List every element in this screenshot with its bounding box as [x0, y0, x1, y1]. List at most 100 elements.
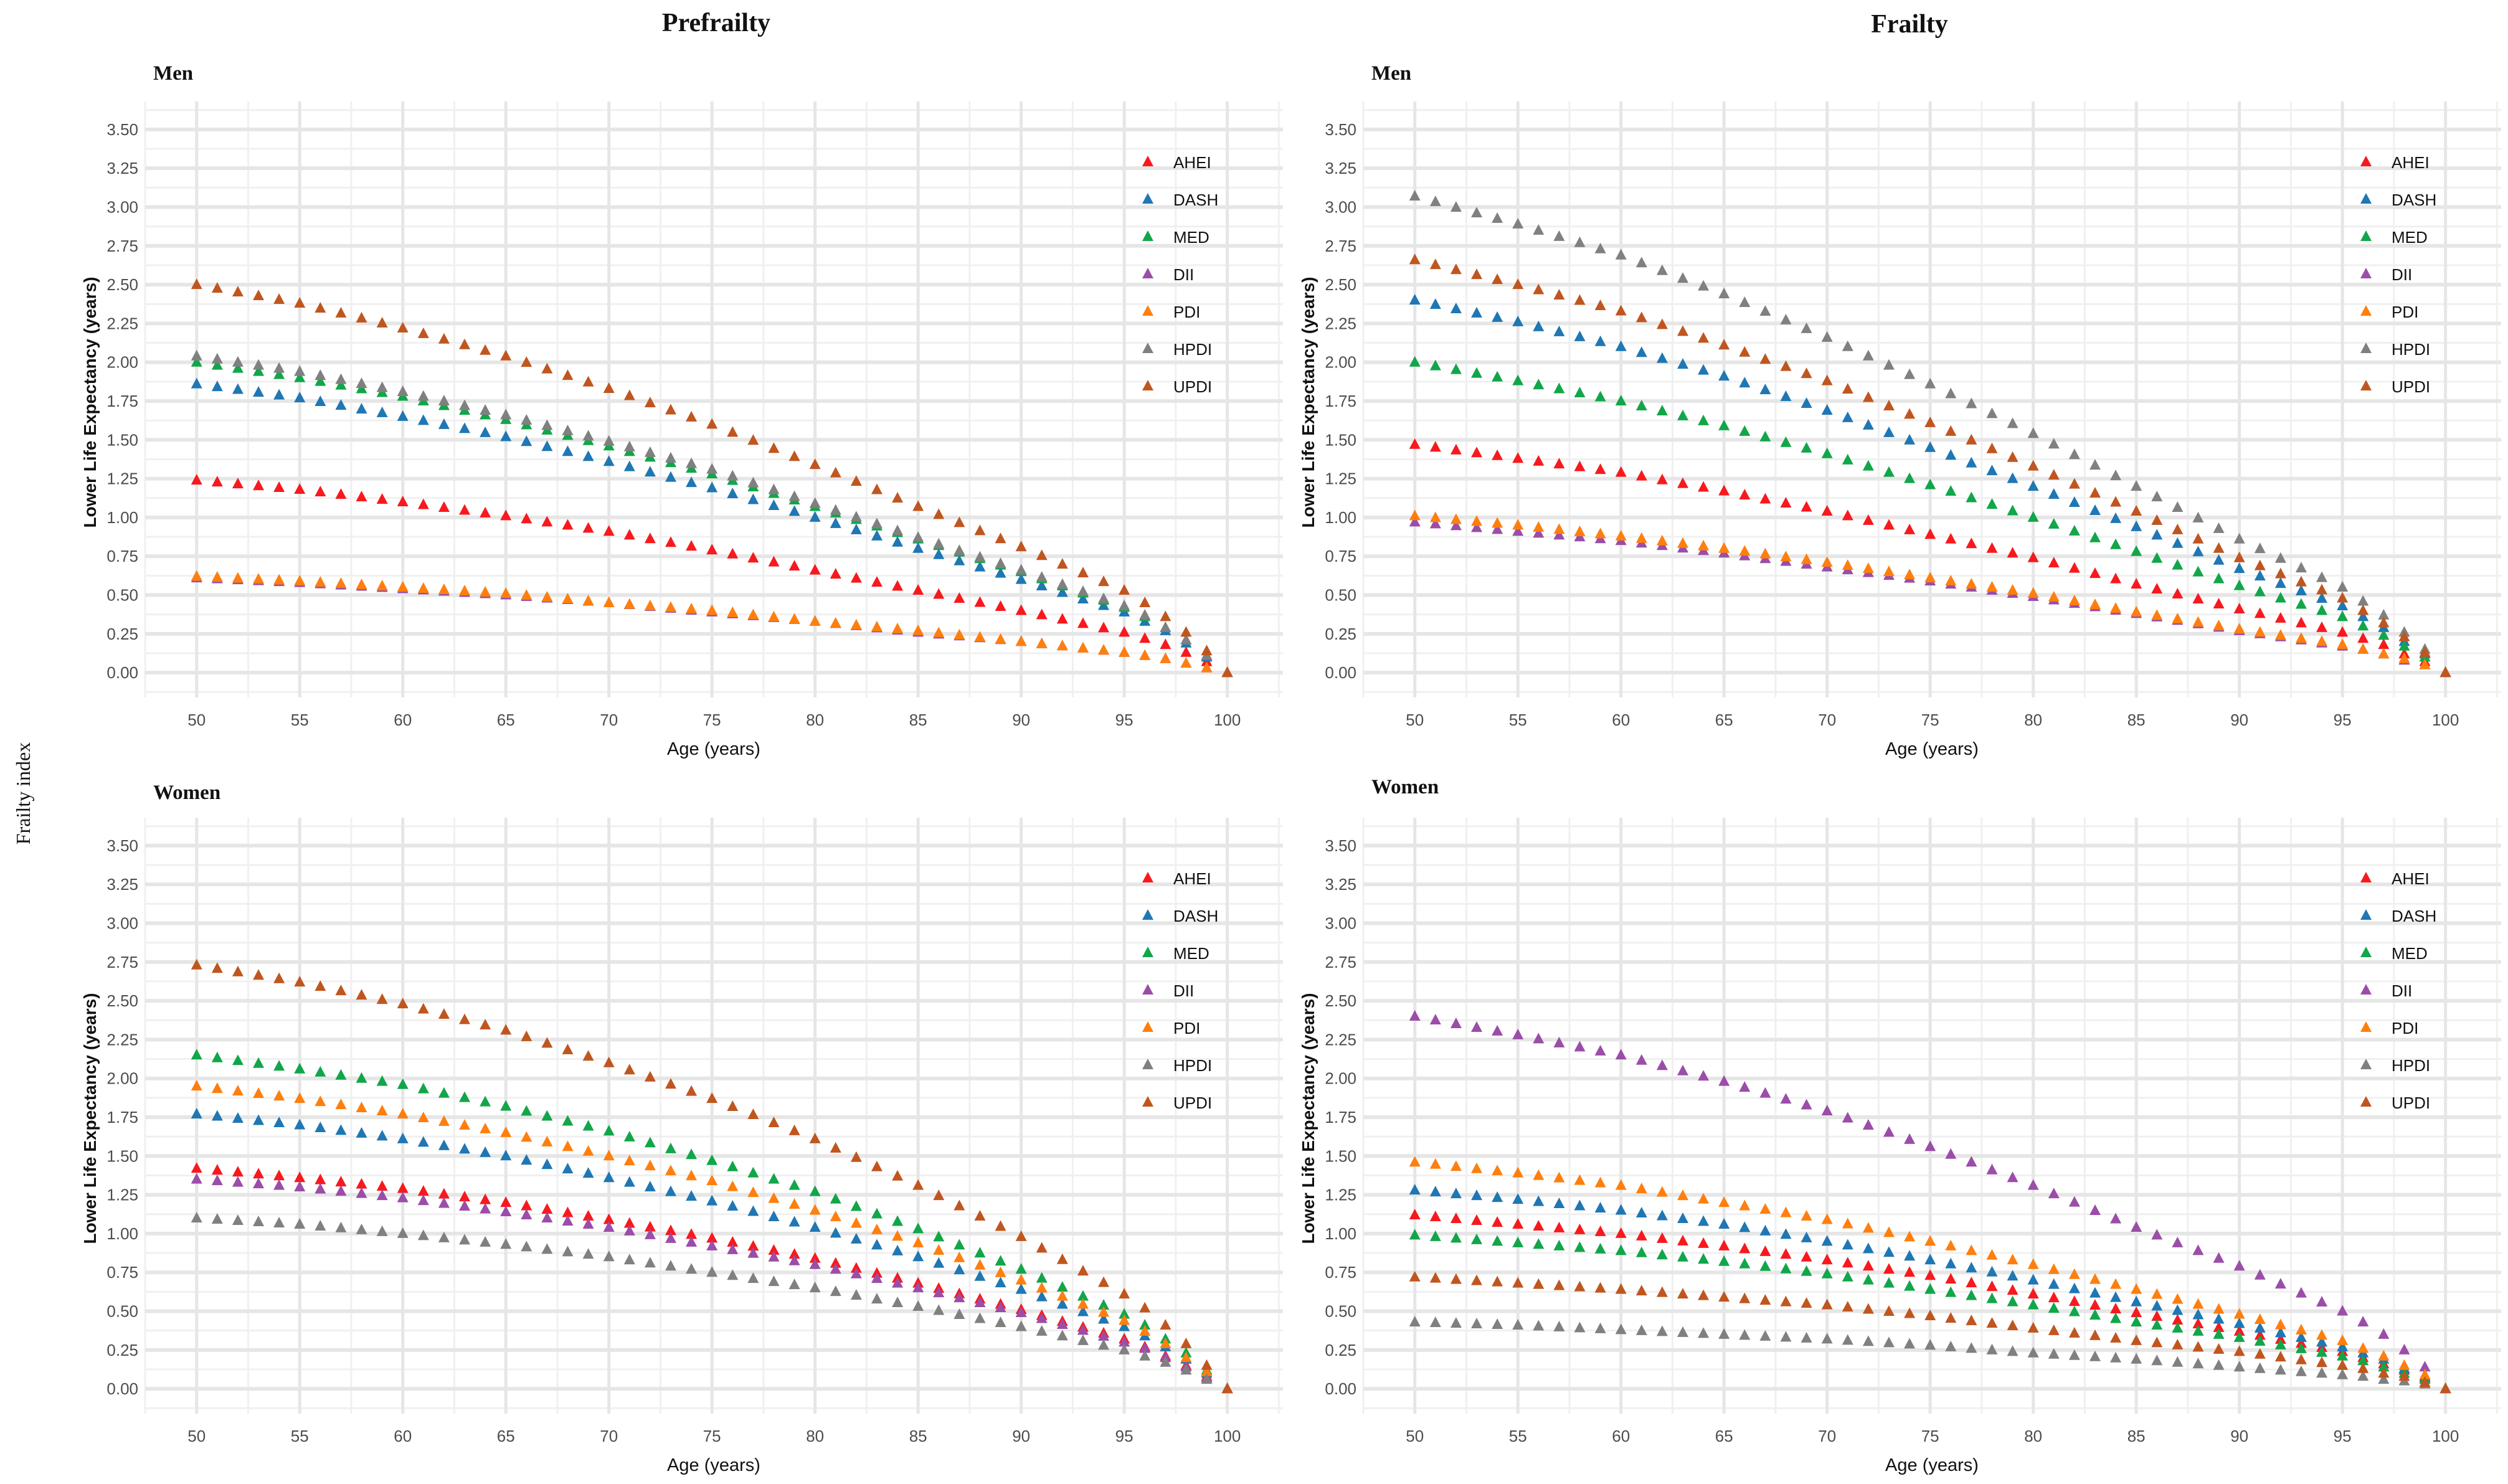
point-pdi	[747, 1186, 759, 1198]
point-dash	[1409, 294, 1421, 305]
point-pdi	[1821, 1213, 1833, 1224]
point-ahei	[1429, 1210, 1441, 1221]
point-pdi	[974, 631, 986, 642]
x-tick-label: 55	[1509, 1427, 1527, 1445]
point-hpdi	[1698, 1327, 1710, 1338]
point-pdi	[253, 1087, 265, 1099]
point-dash	[1574, 330, 1586, 341]
point-dash	[562, 445, 574, 456]
point-pdi	[1139, 1325, 1151, 1336]
point-hpdi	[768, 1275, 780, 1287]
point-pdi	[1409, 1156, 1421, 1167]
legend-triangle-icon	[2360, 1021, 2372, 1032]
y-tick-label: 2.00	[1325, 353, 1356, 372]
point-dii	[1492, 523, 1503, 534]
point-ahei	[1450, 1212, 1462, 1223]
point-dash	[603, 455, 615, 466]
legend-label: HPDI	[2392, 1056, 2430, 1075]
point-dii	[1862, 1118, 1874, 1130]
point-dii	[273, 1179, 285, 1190]
point-dash	[1471, 306, 1483, 318]
point-med	[397, 1078, 409, 1089]
point-med	[1409, 356, 1421, 367]
point-med	[211, 1051, 223, 1062]
point-updi	[1842, 1301, 1853, 1312]
point-updi	[974, 1209, 986, 1221]
point-dash	[871, 1239, 883, 1250]
point-updi	[1077, 1265, 1089, 1276]
point-hpdi	[1615, 1323, 1627, 1335]
point-hpdi	[1077, 585, 1089, 597]
legend-label: PDI	[2392, 303, 2418, 321]
point-updi	[1945, 425, 1957, 436]
point-ahei	[2172, 588, 2184, 599]
y-tick-label: 2.25	[106, 314, 138, 333]
point-hpdi	[1492, 1318, 1503, 1329]
point-dash	[1780, 390, 1792, 402]
x-tick-label: 85	[909, 711, 927, 729]
point-dash	[1492, 311, 1503, 322]
point-pdi	[1924, 572, 1936, 583]
point-med	[1574, 1241, 1586, 1252]
point-dii	[335, 1185, 347, 1196]
x-axis-title: Age (years)	[667, 739, 760, 759]
point-ahei	[686, 1228, 698, 1239]
point-ahei	[232, 1166, 244, 1177]
point-hpdi	[1512, 1318, 1524, 1330]
point-hpdi	[1656, 1325, 1668, 1336]
point-updi	[1409, 253, 1421, 265]
point-hpdi	[2295, 1365, 2307, 1376]
point-med	[2295, 1342, 2307, 1353]
point-med	[1862, 1274, 1874, 1285]
point-hpdi	[1429, 1316, 1441, 1327]
panel-men-prefrailty: 50 55 60 65 70 75 80 85 90 95 100 0.00 0.25 0.50 0.75 1…	[80, 62, 1283, 759]
point-updi	[2131, 1334, 2142, 1345]
point-dash	[2131, 1295, 2142, 1307]
point-ahei	[459, 1191, 471, 1202]
series-med	[191, 1049, 1233, 1394]
point-updi	[1450, 1273, 1462, 1284]
point-hpdi	[211, 352, 223, 364]
point-hpdi	[788, 1278, 800, 1290]
point-dii	[2007, 1171, 2018, 1183]
point-updi	[1862, 1303, 1874, 1314]
point-dash	[2089, 504, 2101, 515]
point-updi	[686, 410, 698, 422]
point-updi	[1512, 278, 1524, 290]
point-updi	[809, 458, 821, 470]
point-hpdi	[1635, 1324, 1647, 1335]
column-title-prefrailty: Prefrailty	[662, 9, 770, 37]
point-updi	[2027, 1321, 2039, 1333]
point-med	[1015, 1263, 1027, 1274]
point-hpdi	[480, 404, 491, 415]
point-dash	[1904, 1250, 1916, 1261]
point-updi	[1924, 1309, 1936, 1320]
point-updi	[1945, 1311, 1957, 1323]
point-updi	[1553, 289, 1565, 300]
point-med	[1801, 1265, 1812, 1276]
point-hpdi	[2131, 1353, 2142, 1364]
point-updi	[912, 500, 924, 511]
point-hpdi	[2274, 1364, 2286, 1375]
point-updi	[541, 362, 553, 374]
point-med	[2357, 620, 2369, 631]
point-dash	[686, 476, 698, 488]
point-pdi	[2213, 619, 2225, 630]
point-hpdi	[954, 1308, 965, 1319]
point-med	[273, 1060, 285, 1071]
point-med	[2378, 629, 2390, 640]
point-ahei	[1553, 458, 1565, 469]
point-pdi	[1615, 529, 1627, 541]
y-tick-label: 3.25	[1325, 875, 1356, 894]
point-pdi	[417, 582, 429, 593]
legend-item-dii: DII	[2360, 265, 2412, 284]
point-hpdi	[995, 1316, 1006, 1327]
point-pdi	[747, 608, 759, 620]
y-tick-label: 2.75	[1325, 953, 1356, 971]
point-hpdi	[1759, 1330, 1771, 1341]
point-hpdi	[1015, 564, 1027, 575]
legend-label: AHEI	[1173, 153, 1211, 172]
point-dii	[1492, 1024, 1503, 1036]
point-pdi	[1739, 545, 1751, 556]
point-med	[1533, 1238, 1545, 1249]
